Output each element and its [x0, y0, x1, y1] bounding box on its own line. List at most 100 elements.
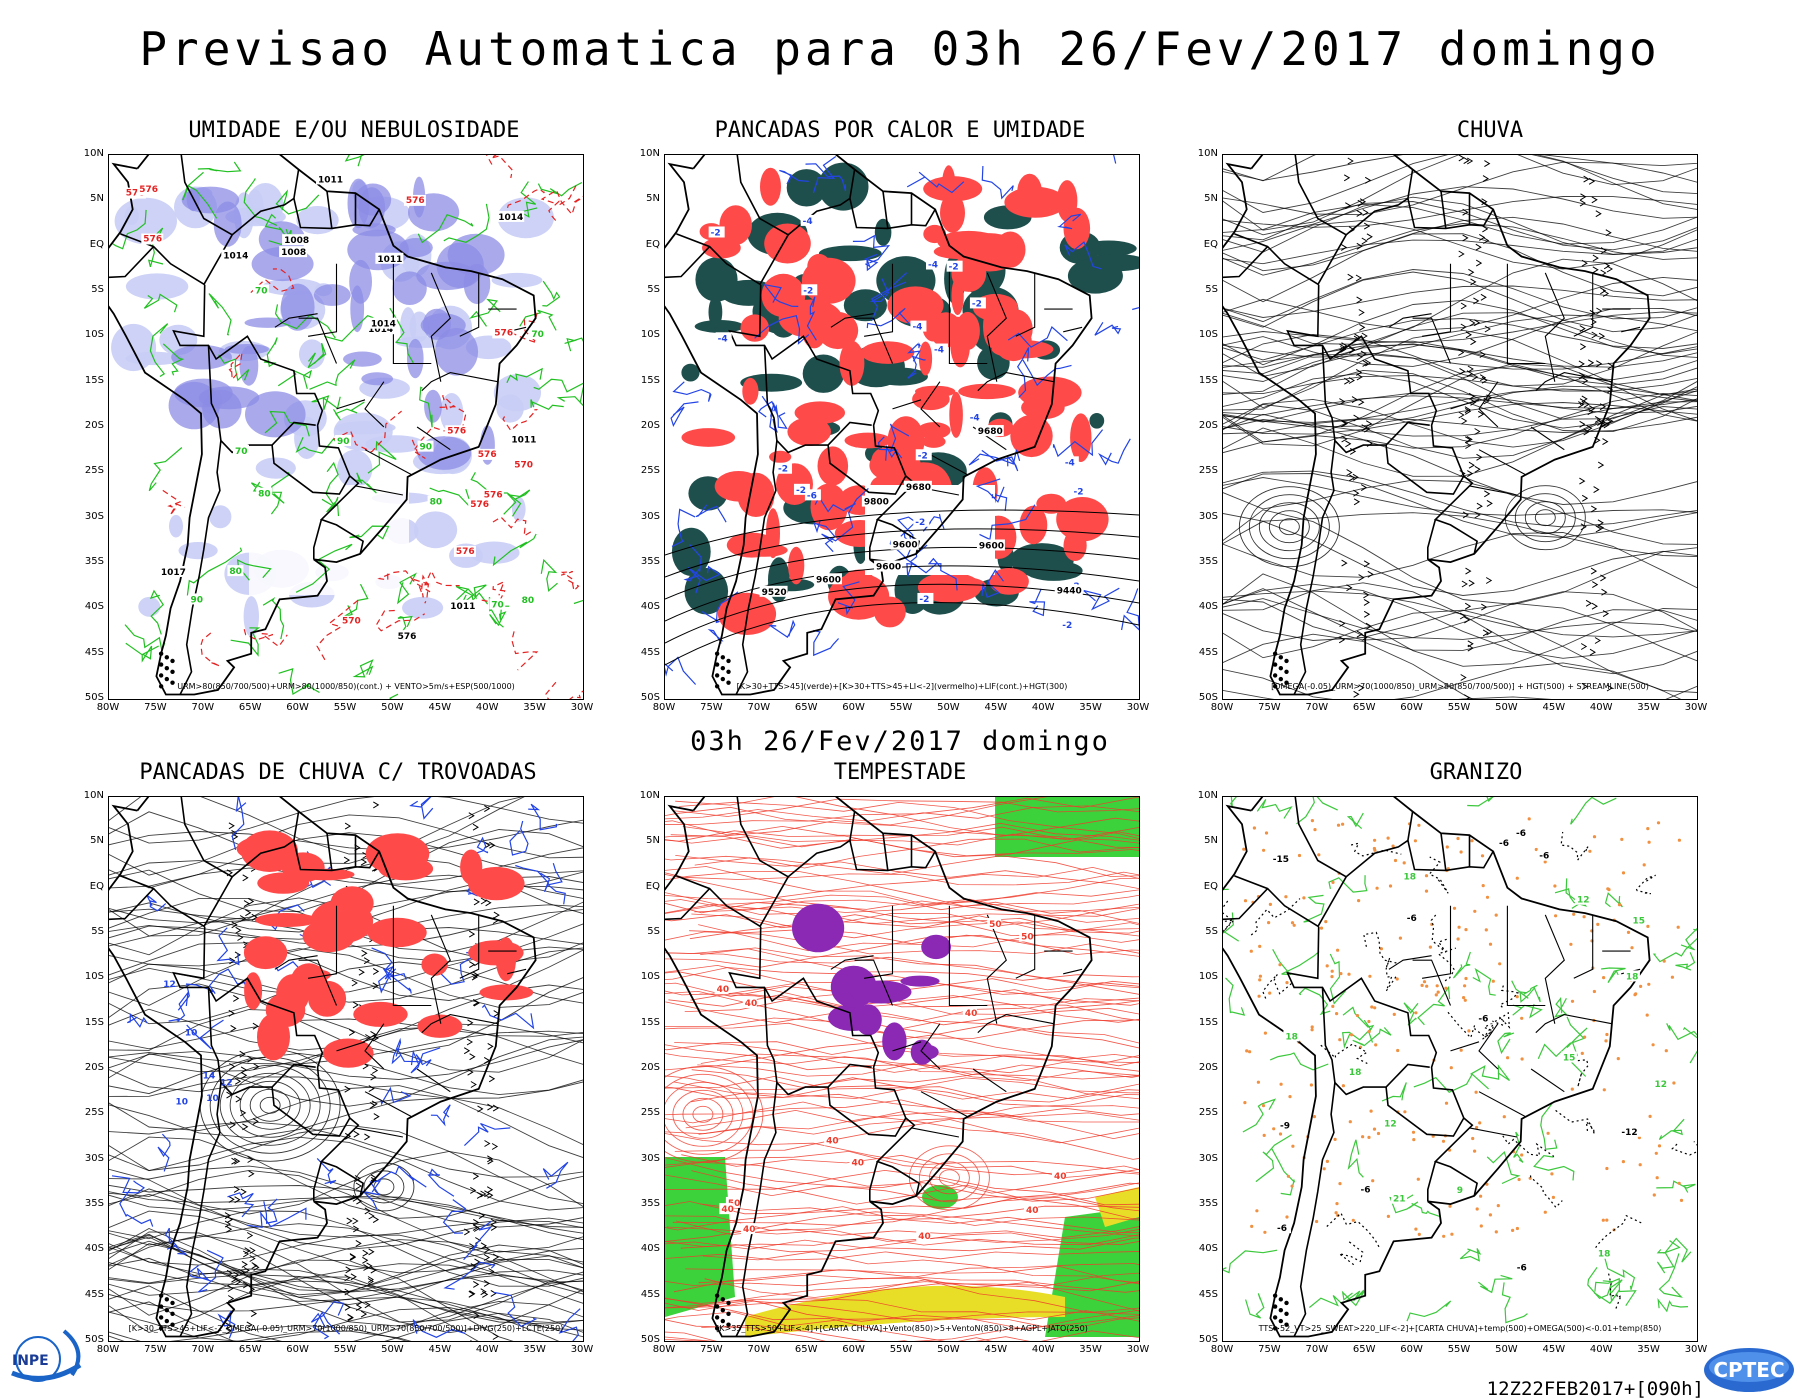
- contour-label: 70: [491, 600, 504, 610]
- contour-label: 70: [531, 330, 544, 340]
- contour-label: 9680: [906, 483, 931, 493]
- longitude-label: 35W: [523, 702, 546, 713]
- latitude-label: 10S: [84, 971, 104, 983]
- latitude-label: 5N: [646, 193, 660, 205]
- latitude-label: 35S: [84, 556, 104, 567]
- longitude-label: 65W: [238, 1344, 262, 1355]
- latitude-label: 10S: [640, 971, 660, 983]
- contour-label: -2: [972, 299, 982, 309]
- latitude-label: 15S: [640, 1016, 660, 1028]
- latitude-label: 10S: [640, 329, 660, 341]
- latitude-label: 50S: [1198, 1334, 1218, 1345]
- contour-label: 576: [406, 196, 425, 206]
- contour-label: -2: [949, 263, 959, 273]
- contour-label: 576: [456, 547, 475, 557]
- latitude-label: 10N: [1197, 148, 1218, 159]
- contour-label: -15: [1273, 855, 1289, 865]
- latitude-label: 40S: [84, 601, 104, 613]
- contour-label: 18: [1285, 1032, 1298, 1042]
- latitude-label: 45S: [640, 1288, 660, 1300]
- contour-label: 50: [728, 1199, 741, 1209]
- latitude-label: 40S: [84, 1243, 104, 1255]
- inpe-logo: INPE: [11, 1329, 82, 1382]
- contour-label: -6: [1360, 1186, 1370, 1196]
- panel-title-rain: CHUVA: [1456, 118, 1524, 143]
- latitude-label: 35S: [84, 1198, 104, 1209]
- longitude-label: 60W: [842, 702, 865, 713]
- panel-legend: [K>30_TTS>45+LIF<-2_OMEGA(-0.05)_URM>70(…: [128, 1324, 564, 1333]
- contour-label: -6: [807, 491, 817, 501]
- latitude-label: 5S: [91, 284, 104, 295]
- longitude-label: 35W: [1079, 702, 1102, 713]
- latitude-label: EQ: [1203, 880, 1218, 892]
- longitude-label: 30W: [1126, 702, 1150, 713]
- latitude-label: 5N: [90, 193, 104, 205]
- latitude-label: 40S: [640, 601, 660, 613]
- longitude-label: 80W: [96, 702, 120, 713]
- latitude-label: 15S: [640, 374, 660, 386]
- contour-label: 15: [1633, 916, 1646, 926]
- contour-label: -4: [912, 323, 922, 333]
- latitude-label: 25S: [84, 465, 104, 477]
- panel-title-heat-showers: PANCADAS POR CALOR E UMIDADE: [714, 118, 1086, 143]
- contour-label: 576: [398, 632, 417, 642]
- latitude-label: 30S: [84, 1152, 104, 1164]
- contour-label: 80: [430, 498, 443, 508]
- latitude-label: 10N: [639, 790, 660, 801]
- latitude-label: 5S: [647, 926, 660, 937]
- latitude-label: 15S: [84, 1016, 104, 1028]
- contour-label: 12: [1384, 1120, 1397, 1130]
- contour-label: 576: [470, 500, 489, 510]
- contour-label: 21: [1393, 1195, 1406, 1205]
- contour-label: -4: [1065, 458, 1075, 468]
- contour-label: 576: [494, 328, 513, 338]
- longitude-label: 50W: [1495, 702, 1518, 713]
- longitude-label: 55W: [889, 702, 913, 713]
- longitude-label: 65W: [1352, 1344, 1376, 1355]
- longitude-label: 50W: [937, 1344, 960, 1355]
- longitude-label: 40W: [1031, 702, 1055, 713]
- longitude-label: 70W: [747, 702, 771, 713]
- longitude-label: 45W: [984, 702, 1008, 713]
- latitude-label: 45S: [640, 646, 660, 658]
- longitude-label: 70W: [1305, 1344, 1329, 1355]
- longitude-label: 50W: [381, 702, 404, 713]
- longitude-label: 45W: [984, 1344, 1008, 1355]
- longitude-label: 75W: [144, 702, 167, 713]
- longitude-label: 80W: [652, 702, 676, 713]
- longitude-label: 80W: [1210, 1344, 1234, 1355]
- contour-label: -6: [1516, 829, 1526, 839]
- latitude-label: 5S: [91, 926, 104, 937]
- contour-label: 40: [965, 1009, 978, 1019]
- contour-label: -4: [934, 346, 944, 356]
- longitude-label: 55W: [333, 1344, 357, 1355]
- contour-label: -2: [1062, 621, 1072, 631]
- latitude-label: 45S: [1198, 646, 1218, 658]
- contour-label: 18: [1598, 1250, 1611, 1260]
- contour-label: 9680: [978, 427, 1003, 437]
- contour-label: 576: [126, 189, 145, 199]
- map-hail: -6 -6 -6 -6 -6 -6 -6 -6 18 18 18 18 21 12 15 18 15 12 9 -9 -…: [1222, 796, 1698, 1342]
- longitude-label: 75W: [700, 702, 723, 713]
- longitude-label: 40W: [475, 702, 499, 713]
- contour-label: 576: [139, 185, 158, 195]
- cptec-logo: CPTEC: [1704, 1348, 1794, 1392]
- latitude-label: 15S: [84, 374, 104, 386]
- longitude-label: 60W: [286, 702, 309, 713]
- contour-label: -2: [796, 486, 806, 496]
- map-canvas: -2-2-4-2-4-4-2-4-2-2-4-2-6-2-4-2-4-2-2-2…: [665, 155, 1139, 696]
- latitude-label: 35S: [640, 556, 660, 567]
- latitude-label: 30S: [640, 1152, 660, 1164]
- contour-label: 15: [1563, 1054, 1576, 1064]
- longitude-label: 50W: [937, 702, 960, 713]
- longitude-label: 80W: [652, 1344, 676, 1355]
- longitude-label: 80W: [96, 1344, 120, 1355]
- contour-label: 12: [220, 1078, 233, 1088]
- contour-label: 9800: [864, 498, 889, 508]
- latitude-label: 45S: [84, 646, 104, 658]
- contour-label: 9600: [979, 541, 1004, 551]
- contour-label: -2: [711, 228, 721, 238]
- longitude-label: 60W: [1400, 702, 1423, 713]
- contour-label: -6: [1517, 1263, 1527, 1273]
